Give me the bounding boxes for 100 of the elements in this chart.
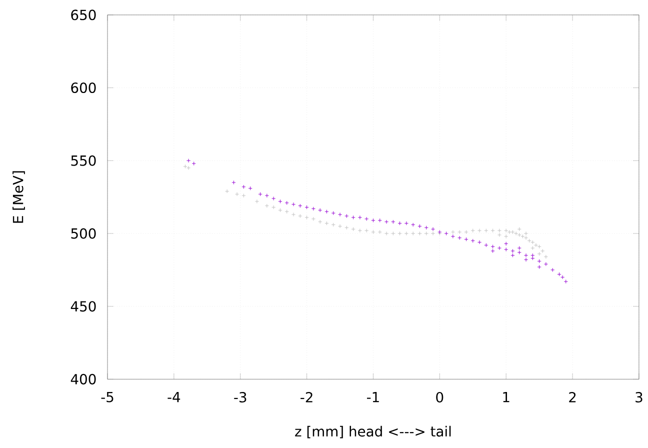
point <box>344 226 349 230</box>
point <box>318 208 322 212</box>
point <box>264 204 269 208</box>
point <box>378 230 382 234</box>
point <box>484 243 488 248</box>
point <box>311 216 316 222</box>
point <box>183 164 188 169</box>
point <box>344 214 349 218</box>
point <box>464 237 468 242</box>
point <box>524 253 528 258</box>
point <box>470 238 475 243</box>
point <box>504 234 508 238</box>
point <box>530 253 535 258</box>
x-axis-title: z [mm] head <---> tail <box>295 426 451 438</box>
point <box>391 220 396 224</box>
point <box>524 232 528 236</box>
point <box>517 250 522 255</box>
point <box>504 228 508 233</box>
point <box>324 210 329 214</box>
x-tick-label: -5 <box>101 392 114 402</box>
point <box>520 234 525 238</box>
point <box>398 232 402 236</box>
point <box>284 200 289 205</box>
y-tick-label: 400 <box>70 374 96 385</box>
point <box>517 232 522 238</box>
point <box>517 227 522 232</box>
point <box>242 194 246 198</box>
point <box>331 211 336 216</box>
point <box>510 253 515 258</box>
point <box>477 228 482 233</box>
point <box>311 206 316 211</box>
x-tick-label: -2 <box>300 392 312 402</box>
point <box>450 230 455 234</box>
point <box>384 232 389 236</box>
point <box>338 224 342 228</box>
point <box>358 215 362 220</box>
point <box>544 254 548 259</box>
x-tick-label: 0 <box>436 392 444 403</box>
point <box>527 238 532 243</box>
point <box>450 234 455 238</box>
point <box>540 248 545 254</box>
point <box>444 232 448 236</box>
point <box>510 230 515 234</box>
point <box>331 222 336 227</box>
point <box>510 248 515 254</box>
point <box>404 232 408 236</box>
point <box>534 243 538 248</box>
point <box>484 228 488 233</box>
point <box>364 216 369 222</box>
point <box>470 228 475 233</box>
y-tick-label: 650 <box>71 10 96 20</box>
point <box>371 230 376 234</box>
y-tick-label: 600 <box>71 82 96 94</box>
point <box>424 226 428 230</box>
point <box>242 184 246 189</box>
point <box>504 248 508 252</box>
x-tick-label: 3 <box>636 392 642 403</box>
point <box>404 221 408 226</box>
point <box>278 208 282 212</box>
point <box>272 196 276 201</box>
point <box>497 228 502 233</box>
point <box>351 215 356 220</box>
point <box>490 248 495 254</box>
point <box>564 280 568 284</box>
point <box>278 199 282 204</box>
point <box>351 227 356 232</box>
point <box>264 194 269 198</box>
y-tick-label: 550 <box>71 155 96 166</box>
point <box>411 232 416 236</box>
point <box>530 240 535 244</box>
point <box>398 221 402 226</box>
point <box>384 220 389 224</box>
point <box>458 230 462 234</box>
point <box>232 180 236 185</box>
point <box>537 252 542 256</box>
point <box>391 232 396 236</box>
point <box>464 230 468 234</box>
point <box>490 228 495 233</box>
point <box>378 218 382 222</box>
point <box>291 202 296 206</box>
x-tick-label: 1 <box>503 392 510 402</box>
point <box>272 205 276 210</box>
point <box>497 232 502 238</box>
point <box>418 232 422 236</box>
point <box>418 224 422 228</box>
y-axis-title: E [MeV] <box>12 171 25 223</box>
point <box>424 232 428 236</box>
point <box>254 199 260 204</box>
point <box>186 166 191 170</box>
point <box>537 259 542 264</box>
point <box>530 246 535 250</box>
point <box>544 262 548 266</box>
point <box>524 236 528 240</box>
point <box>458 236 462 240</box>
point <box>497 246 502 250</box>
point <box>234 192 240 196</box>
point <box>537 244 542 249</box>
point <box>430 232 436 236</box>
point <box>338 212 342 217</box>
point <box>514 232 518 236</box>
